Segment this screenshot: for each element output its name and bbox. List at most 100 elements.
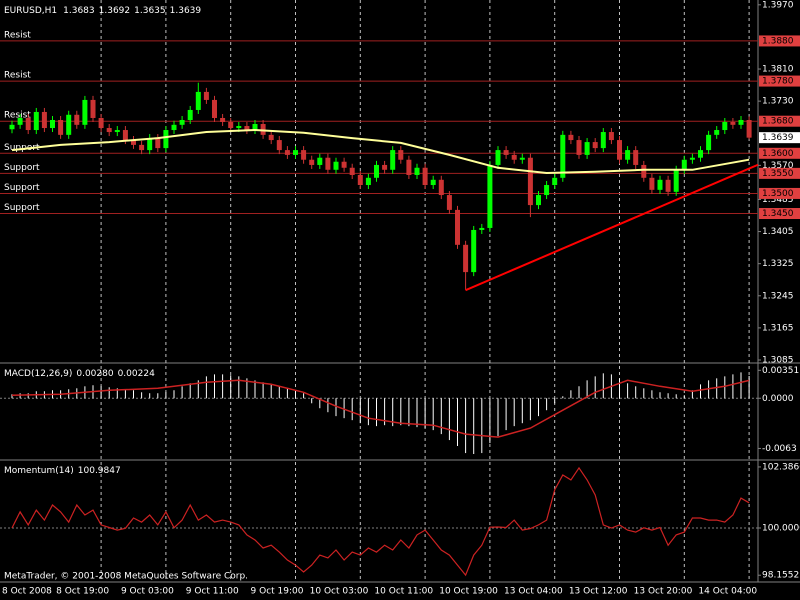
level-price-box <box>759 187 800 199</box>
candle-body <box>365 177 371 186</box>
close-readout: 1.3639 <box>170 6 202 16</box>
last-price-box <box>759 132 800 144</box>
candle-body <box>681 159 687 170</box>
last-price-label: 1.3639 <box>762 133 794 143</box>
candle-body <box>212 99 217 118</box>
x-tick-label: 14 Oct 04:00 <box>698 587 757 597</box>
candle-body <box>479 227 485 230</box>
candle-body <box>584 142 590 155</box>
level-price-box <box>759 147 800 159</box>
y-tick-label: 100.0000 <box>762 524 800 534</box>
candle-body <box>511 154 517 160</box>
level-price-box <box>759 35 800 47</box>
candle-body <box>260 124 266 135</box>
low-readout: 1.3635 <box>134 6 166 16</box>
candle-body <box>90 99 96 118</box>
y-tick-label: 1.3165 <box>762 323 794 333</box>
candle-body <box>608 132 614 141</box>
candle-body <box>114 130 120 133</box>
x-tick-label: 10 Oct 19:00 <box>439 587 498 597</box>
high-readout: 1.3692 <box>99 6 131 16</box>
y-tick-label: 1.3570 <box>762 161 794 171</box>
candle-body <box>357 174 363 186</box>
candle-body <box>139 144 145 151</box>
level-name: Support <box>4 143 40 153</box>
candle-body <box>147 138 153 151</box>
y-tick-label: 1.3325 <box>762 259 794 269</box>
candle-body <box>455 209 460 245</box>
signal-line <box>11 379 750 438</box>
candle-body <box>341 161 347 168</box>
candle-body <box>171 124 177 131</box>
x-tick-label: 13 Oct 12:00 <box>569 587 628 597</box>
x-tick-label: 9 Oct 19:00 <box>251 587 304 597</box>
candle-body <box>50 119 55 129</box>
candle-body <box>495 150 501 165</box>
momentum-readout: 100.9847 <box>78 466 121 476</box>
candle-body <box>746 119 752 138</box>
level-name: Support <box>4 163 40 173</box>
level-price-box <box>759 167 800 179</box>
candle-body <box>33 111 39 131</box>
candle-body <box>58 119 64 135</box>
level-price-label: 1.3880 <box>762 36 794 46</box>
level-price-label: 1.3450 <box>762 209 794 219</box>
y-tick-label: 98.1552 <box>762 571 799 581</box>
candle-body <box>317 157 323 165</box>
y-tick-label: 1.3405 <box>762 227 794 237</box>
candle-body <box>301 150 307 160</box>
level-price-label: 1.3680 <box>762 117 794 127</box>
candle-body <box>689 157 695 160</box>
momentum-title: Momentum(14) <box>4 466 74 476</box>
candle-body <box>228 122 234 129</box>
candle-body <box>284 150 290 155</box>
candle-body <box>560 134 566 178</box>
level-name: Resist <box>4 71 31 81</box>
candle-body <box>195 91 201 110</box>
level-price-box <box>759 75 800 87</box>
candle-body <box>673 169 679 192</box>
candle-body <box>722 122 728 131</box>
candle-body <box>244 126 250 131</box>
y-tick-label: 102.3866 <box>762 462 800 472</box>
y-tick-label: 1.3245 <box>762 291 794 301</box>
level-price-label: 1.3600 <box>762 149 794 159</box>
trendline-ray <box>748 163 759 170</box>
candle-body <box>155 138 161 149</box>
trendline <box>465 167 750 292</box>
signal-readout: 0.00224 <box>118 369 155 379</box>
candle-body <box>98 117 104 129</box>
candle-body <box>527 157 533 206</box>
candle-body <box>220 117 226 123</box>
candle-body <box>625 150 631 160</box>
candle-body <box>333 161 339 170</box>
level-name: Support <box>4 203 40 213</box>
candle-body <box>463 244 469 273</box>
level-name: Resist <box>4 30 31 40</box>
level-price-label: 1.3550 <box>762 169 794 179</box>
candle-body <box>349 167 355 175</box>
level-price-label: 1.3500 <box>762 189 794 199</box>
level-price-box <box>759 115 800 127</box>
candle-body <box>422 167 428 186</box>
candle-body <box>503 150 509 155</box>
candle-body <box>203 91 209 100</box>
symbol: EURUSD,H1 <box>4 6 57 16</box>
candle-body <box>398 150 404 160</box>
candle-body <box>446 195 452 210</box>
candle-body <box>66 114 72 135</box>
momentum-line <box>11 466 750 577</box>
y-tick-label: 1.3485 <box>762 195 794 205</box>
candle-body <box>252 124 258 131</box>
candle-body <box>649 177 655 190</box>
candle-body <box>552 177 558 186</box>
candle-body <box>414 167 420 175</box>
candle-body <box>268 134 274 141</box>
moving-average <box>11 128 750 175</box>
macd-header: MACD(12,26,9) 0.00280 0.00224 <box>4 369 155 379</box>
candle-body <box>374 164 379 178</box>
candle-body <box>122 130 128 141</box>
candle-body <box>665 179 671 192</box>
candle-body <box>325 157 331 170</box>
x-tick-label: 10 Oct 11:00 <box>374 587 433 597</box>
